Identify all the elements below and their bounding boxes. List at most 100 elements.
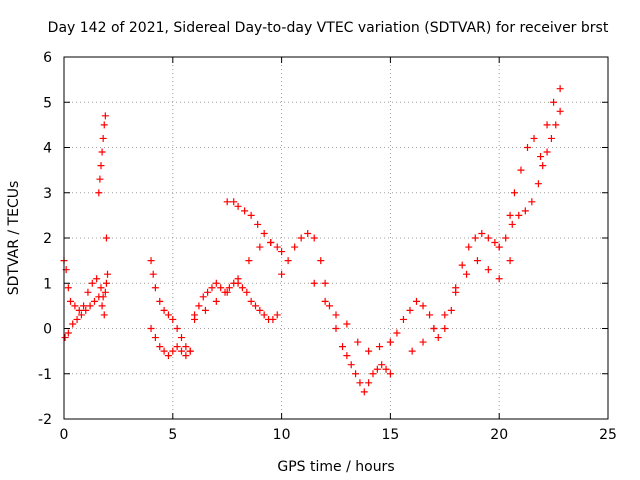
data-point — [406, 306, 414, 314]
data-point — [254, 220, 262, 228]
x-tick-label: 5 — [168, 427, 177, 443]
data-point — [86, 302, 94, 310]
data-point — [191, 315, 199, 323]
y-tick-label: 0 — [43, 322, 52, 338]
data-point — [151, 334, 159, 342]
data-point — [321, 297, 329, 305]
y-tick-label: 2 — [43, 231, 52, 247]
data-point — [484, 234, 492, 242]
data-point — [251, 302, 259, 310]
data-point — [95, 293, 103, 301]
data-point — [447, 306, 455, 314]
y-tick-label: 5 — [43, 95, 52, 111]
data-point — [343, 320, 351, 328]
data-point — [169, 315, 177, 323]
data-point — [478, 229, 486, 237]
data-point — [528, 198, 536, 206]
data-point — [458, 261, 466, 269]
y-tick-label: 4 — [43, 141, 52, 157]
data-point — [278, 248, 286, 256]
data-point — [523, 144, 531, 151]
data-point — [356, 379, 364, 387]
y-tick-label: 6 — [43, 50, 52, 66]
y-tick-label: 3 — [43, 186, 52, 202]
data-point — [241, 207, 249, 215]
data-point — [378, 361, 386, 369]
data-point — [495, 275, 503, 283]
data-point — [347, 361, 355, 369]
data-point — [260, 311, 268, 319]
data-point — [147, 325, 155, 332]
data-point — [104, 270, 112, 278]
data-point — [325, 302, 333, 310]
data-point — [473, 257, 481, 265]
data-point — [273, 311, 281, 319]
data-point — [260, 229, 268, 237]
series-0 — [60, 85, 564, 396]
data-point — [463, 270, 471, 278]
data-point — [247, 211, 255, 219]
data-point — [186, 347, 194, 355]
data-point — [75, 306, 83, 314]
data-point — [534, 180, 542, 188]
data-point — [495, 243, 503, 251]
tick-layer: 0 5 10 15 20 25 -2 -1 0 1 2 3 4 5 6 — [38, 50, 617, 443]
data-point — [508, 220, 516, 228]
data-point — [441, 311, 449, 319]
data-point — [502, 234, 510, 242]
x-tick-label: 10 — [273, 427, 291, 443]
data-point — [169, 347, 177, 355]
data-point — [382, 365, 390, 373]
data-point — [267, 239, 275, 247]
data-point — [369, 370, 377, 378]
y-tick-label: 1 — [43, 276, 52, 292]
data-point — [365, 347, 373, 355]
data-point — [199, 293, 207, 301]
data-point — [484, 266, 492, 274]
data-point — [543, 121, 551, 129]
x-tick-label: 20 — [490, 427, 508, 443]
data-point — [365, 379, 373, 387]
data-point — [393, 329, 401, 337]
y-tick-label: -2 — [38, 412, 52, 428]
data-point — [178, 347, 186, 355]
data-point — [273, 243, 281, 251]
data-point — [256, 306, 264, 314]
data-point — [419, 302, 427, 310]
data-point — [160, 306, 168, 314]
data-point — [212, 297, 220, 305]
data-point — [164, 311, 172, 319]
data-point — [101, 288, 109, 296]
data-point — [160, 347, 168, 355]
data-point — [223, 198, 231, 206]
data-point — [399, 315, 407, 323]
data-point — [413, 297, 421, 305]
data-point — [430, 325, 438, 332]
data-point — [256, 243, 264, 251]
data-point — [71, 302, 79, 310]
data-point — [530, 134, 538, 142]
data-point — [317, 257, 325, 265]
data-point — [201, 306, 209, 314]
data-point — [426, 311, 434, 319]
data-point — [151, 284, 159, 292]
data-point — [64, 329, 72, 337]
data-point — [521, 207, 529, 215]
data-point — [310, 279, 318, 287]
data-point — [552, 121, 560, 129]
data-point — [304, 229, 312, 237]
data-point — [452, 288, 460, 296]
x-tick-label: 25 — [599, 427, 617, 443]
data-point — [212, 279, 220, 287]
data-point — [517, 166, 525, 174]
data-point — [64, 284, 72, 292]
data-point — [284, 257, 292, 265]
data-point — [386, 370, 394, 378]
data-point — [96, 175, 104, 183]
data-point — [238, 284, 246, 292]
data-point — [73, 315, 81, 323]
data-point — [245, 257, 253, 265]
data-point — [441, 325, 449, 332]
